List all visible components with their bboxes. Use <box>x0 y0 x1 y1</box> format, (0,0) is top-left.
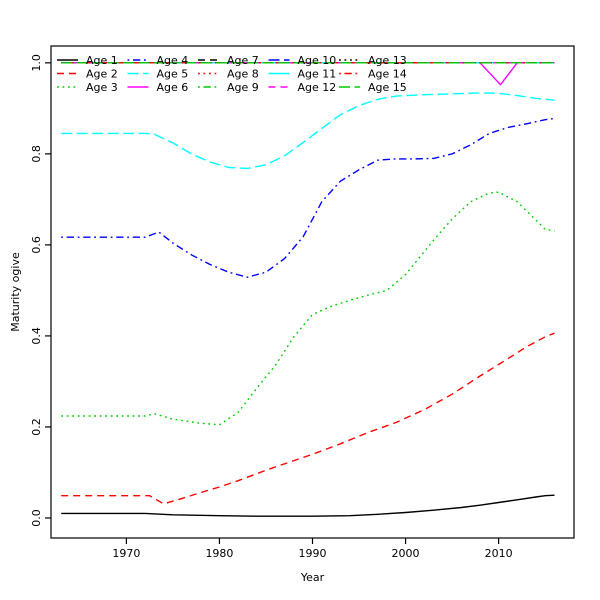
y-tick-label: 1.0 <box>30 54 43 72</box>
legend-item-age-11: Age 11 <box>268 68 337 81</box>
legend-label-age-15: Age 15 <box>368 81 407 94</box>
legend-item-age-12: Age 12 <box>268 81 337 94</box>
legend-label-age-9: Age 9 <box>227 81 259 94</box>
legend-item-age-9: Age 9 <box>198 81 259 94</box>
x-tick-label: 1990 <box>299 547 327 560</box>
x-tick-label: 2010 <box>485 547 513 560</box>
series-line-age-5 <box>61 92 555 170</box>
legend-label-age-3: Age 3 <box>86 81 118 94</box>
x-tick-label: 1970 <box>112 547 140 560</box>
legend-item-age-4: Age 4 <box>127 54 189 67</box>
legend-item-age-10: Age 10 <box>268 54 337 67</box>
legend-label-age-13: Age 13 <box>368 54 407 67</box>
series-line-age-4 <box>61 117 555 278</box>
legend-label-age-2: Age 2 <box>86 68 118 81</box>
y-tick-label: 0.8 <box>30 145 43 163</box>
legend-item-age-13: Age 13 <box>339 54 407 67</box>
legend-item-age-15: Age 15 <box>339 81 407 94</box>
legend-label-age-11: Age 11 <box>298 68 337 81</box>
x-axis-title: Year <box>300 571 325 584</box>
legend-item-age-3: Age 3 <box>57 81 118 94</box>
legend-item-age-1: Age 1 <box>57 54 118 67</box>
y-tick-label: 0.6 <box>30 236 43 254</box>
legend-label-age-14: Age 14 <box>368 68 407 81</box>
legend-label-age-8: Age 8 <box>227 68 259 81</box>
legend-label-age-10: Age 10 <box>298 54 337 67</box>
y-axis-title: Maturity ogive <box>9 252 22 332</box>
legend-label-age-1: Age 1 <box>86 54 118 67</box>
y-tick-label: 0.2 <box>30 418 43 436</box>
series-line-age-1 <box>61 494 555 517</box>
x-tick-label: 2000 <box>392 547 420 560</box>
legend-item-age-7: Age 7 <box>198 54 259 67</box>
legend-label-age-4: Age 4 <box>157 54 189 67</box>
legend-item-age-14: Age 14 <box>339 68 407 81</box>
legend-label-age-7: Age 7 <box>227 54 259 67</box>
y-tick-label: 0.4 <box>30 327 43 345</box>
y-tick-label: 0.0 <box>30 509 43 527</box>
legend-item-age-8: Age 8 <box>198 68 259 81</box>
legend-label-age-5: Age 5 <box>157 68 189 81</box>
x-tick-label: 1980 <box>205 547 233 560</box>
legend-item-age-6: Age 6 <box>127 81 189 94</box>
legend-item-age-5: Age 5 <box>127 68 189 81</box>
plot-border <box>50 45 575 539</box>
legend-item-age-2: Age 2 <box>57 68 118 81</box>
legend-label-age-6: Age 6 <box>157 81 189 94</box>
series-line-age-2 <box>61 332 555 505</box>
legend-label-age-12: Age 12 <box>298 81 337 94</box>
